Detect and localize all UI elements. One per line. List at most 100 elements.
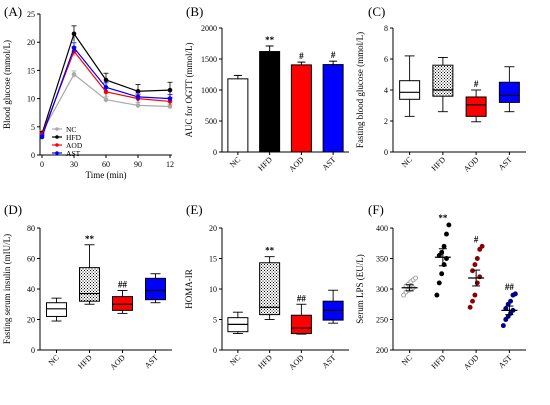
y-axis-label: HOMA-IR [184, 269, 194, 309]
panel-label: (A) [4, 4, 22, 19]
box-hfd [79, 267, 100, 302]
significance-mark: ## [118, 280, 128, 290]
box-nc [46, 302, 67, 317]
data-point-nc [71, 72, 77, 77]
panel-label: (D) [4, 202, 22, 217]
box-ast [498, 81, 520, 103]
data-point-ast [500, 323, 506, 329]
y-tick-label: 15 [27, 66, 35, 75]
data-point-hfd [439, 271, 445, 277]
legend-label-aod: AOD [66, 141, 83, 150]
y-tick-label: 60 [27, 255, 35, 264]
panel-c-fasting-glucose-box-plot: (C) 0 2 4 6 8 Fasting blood glucose (mmol/L) # N… [355, 4, 526, 174]
y-tick-label: 5 [213, 316, 217, 325]
x-tick-label-hfd: HFD [76, 353, 94, 371]
significance-mark: # [474, 234, 479, 244]
x-tick-label-nc: NC [400, 353, 414, 367]
x-tick-label-aod: AOD [462, 155, 481, 174]
data-point-ast [71, 45, 77, 51]
data-point-aod [477, 246, 483, 252]
x-tick-label-nc: NC [400, 155, 414, 169]
y-axis-label: Serum LPS (EU/L) [355, 254, 365, 324]
y-axis-label: Fasting serum insulin (mIU/L) [2, 234, 12, 344]
y-tick-label: 6 [384, 55, 388, 64]
y-tick-label: 5 [31, 123, 35, 132]
significance-mark: # [474, 79, 479, 89]
x-tick-label-hfd: HFD [256, 353, 274, 371]
y-tick-label: 200 [376, 346, 388, 355]
significance-mark: ** [265, 35, 275, 45]
legend-label-nc: NC [66, 125, 76, 134]
x-tick-label-aod: AOD [287, 353, 306, 372]
data-point-aod [472, 262, 478, 268]
y-tick-label: 0 [31, 151, 35, 160]
y-axis-label: Blood glucose (mmol/L) [2, 40, 12, 129]
significance-mark: ## [297, 293, 307, 303]
data-point-ast [167, 96, 173, 101]
panel-b-auc-bar-chart: (B) 0 500 1000 1500 2000 AUC for OGTT (mmol/L)… [184, 4, 349, 174]
data-point-ast [39, 134, 45, 140]
data-point-ast [512, 291, 518, 297]
y-tick-label: 20 [27, 38, 35, 47]
data-point-hfd [135, 88, 141, 94]
y-tick-label: 10 [209, 285, 217, 294]
box-hfd [432, 64, 454, 97]
y-tick-label: 300 [376, 285, 388, 294]
significance-mark: ** [438, 213, 448, 223]
y-tick-label: 1500 [201, 55, 217, 64]
data-point-aod [470, 298, 475, 304]
x-tick-label-nc: NC [47, 353, 61, 367]
legend-marker-aod [55, 143, 59, 147]
data-point-hfd [444, 231, 449, 237]
x-tick-label-ast: AST [320, 155, 337, 172]
panel-e-homa-ir-box-plot: (E) 0 5 10 15 20 HOMA-IR ** ## NC HFD AOD AST [184, 202, 349, 372]
x-tick-label-hfd: HFD [256, 155, 274, 173]
data-point-hfd [103, 77, 109, 83]
data-point-nc [413, 275, 419, 281]
panel-label: (F) [368, 202, 384, 217]
legend-marker-ast [55, 151, 59, 155]
data-point-aod [467, 304, 473, 310]
y-tick-label: 350 [376, 255, 388, 264]
significance-mark: # [299, 51, 304, 61]
data-point-nc [401, 292, 407, 298]
data-point-aod [470, 268, 475, 274]
data-point-hfd [436, 280, 442, 286]
x-tick-label: 60 [102, 160, 110, 169]
data-point-hfd [434, 292, 440, 298]
box-hfd [259, 262, 281, 316]
y-tick-label: 15 [209, 255, 217, 264]
significance-mark: ** [85, 234, 95, 244]
legend-marker-nc [55, 127, 59, 131]
x-tick-label-ast: AST [320, 353, 337, 370]
x-tick-label-aod: AOD [287, 155, 306, 174]
y-tick-label: 80 [27, 224, 35, 233]
data-point-ast [503, 317, 509, 322]
box-aod [112, 296, 133, 311]
data-point-nc [103, 97, 109, 103]
panel-label: (E) [186, 202, 203, 217]
y-tick-label: 40 [27, 285, 35, 294]
panel-label: (C) [368, 4, 385, 19]
x-axis-label: Time (min) [86, 170, 127, 180]
bar-aod [290, 64, 312, 153]
data-point-nc [135, 103, 141, 108]
y-axis-label: Fasting blood glucose (mmol/L) [355, 32, 365, 148]
y-tick-label: 500 [205, 117, 217, 126]
y-tick-label: 0 [213, 148, 217, 157]
significance-mark: ## [505, 282, 515, 292]
box-aod [290, 314, 312, 335]
data-point-ast [103, 85, 109, 90]
x-tick-label: 0 [40, 160, 44, 169]
y-tick-label: 0 [384, 148, 388, 157]
panel-label: (B) [186, 4, 203, 19]
data-point-hfd [71, 31, 77, 37]
x-tick-label: 90 [134, 160, 142, 169]
y-tick-label: 20 [209, 224, 217, 233]
box-ast [145, 277, 166, 301]
data-point-ast [508, 298, 514, 304]
box-nc [399, 80, 421, 100]
y-tick-label: 1000 [201, 86, 217, 95]
